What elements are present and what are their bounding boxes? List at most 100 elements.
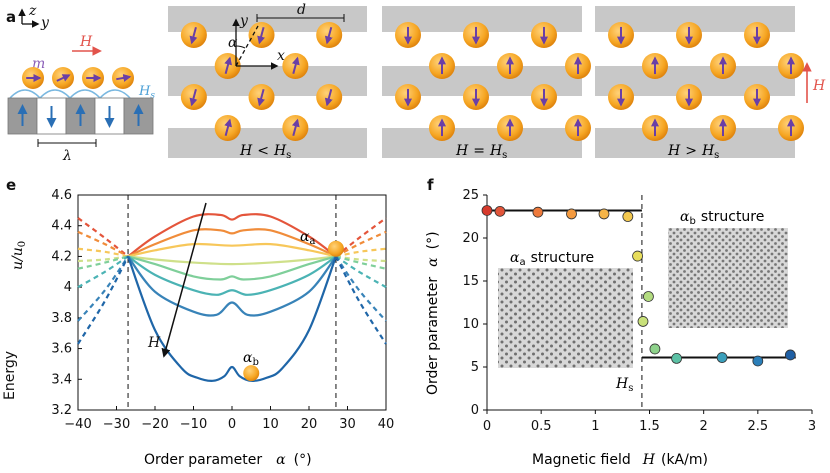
panel-e: e −40 −30 −20 −10 0 10 20 30 40 3.2 3.4 3.6 3.8 4 4.2 4… <box>2 176 394 468</box>
f-data-point <box>649 343 661 355</box>
panel-c-annotations: H = Hs <box>455 143 507 161</box>
e-ytick-label: 4.2 <box>51 249 72 264</box>
e-xtick-label: −40 <box>64 417 91 432</box>
lattice-magnet <box>282 115 309 141</box>
f-data-point <box>494 205 506 217</box>
f-xtick-label: 2.5 <box>747 419 768 434</box>
e-xtick-label: 0 <box>228 417 236 432</box>
lattice-magnet <box>429 53 455 79</box>
moment-arrow <box>189 88 198 107</box>
f-data-point <box>643 291 654 302</box>
energy-chart: −40 −30 −20 −10 0 10 20 30 40 3.2 3.4 3.6 3.8 4 4.2 4.4… <box>51 188 394 432</box>
lattice-magnet <box>395 22 421 48</box>
e-xtick-label: 40 <box>378 417 395 432</box>
lattice-magnet <box>565 115 591 141</box>
e-xtick-label: −30 <box>103 417 130 432</box>
e-xtick-label: −10 <box>180 417 207 432</box>
e-series-extension <box>77 255 129 289</box>
e-series-extension <box>335 230 387 258</box>
f-ylabel: Order parameterα(°) <box>425 231 441 395</box>
y-axis-label: y <box>40 15 50 31</box>
f-ytick-label: 10 <box>462 317 479 332</box>
e-field-label: H <box>147 335 161 351</box>
moment-arrow <box>291 56 300 75</box>
f-structure-b-label: αb structure <box>680 209 764 227</box>
e-xlabel: Order parameter α (°) <box>144 452 312 468</box>
b-caption: H < Hs <box>239 143 291 161</box>
f-data-point <box>716 352 728 363</box>
e-series-extension <box>335 255 387 289</box>
e-ytick-label: 4.4 <box>51 219 72 234</box>
lattice-magnet <box>316 22 343 48</box>
e-series-extension <box>334 255 387 345</box>
f-data-point <box>671 352 682 364</box>
e-series-extension <box>77 255 129 270</box>
e-series-extension <box>335 255 387 270</box>
f-ytick-label: 20 <box>462 231 479 246</box>
e-field-increase-arrow <box>161 202 207 358</box>
e-series-line <box>127 255 337 281</box>
e-xtick-label: 10 <box>262 417 279 432</box>
panel-b: b <box>168 6 367 158</box>
e-series-extension <box>335 255 387 263</box>
moment-arrow <box>257 88 265 107</box>
e-state-marker <box>327 240 344 257</box>
lattice-magnet <box>395 84 421 110</box>
order-parameter-chart: 0 0.5 1 1.5 2 2.5 3 0 5 10 15 20 25 <box>462 188 816 434</box>
moment-arrow <box>224 56 232 75</box>
b-angle-label: α <box>228 35 238 51</box>
f-xtick-label: 0 <box>483 419 491 434</box>
f-ytick-label: 5 <box>471 360 479 375</box>
e-series-extension <box>335 255 387 322</box>
e-series-extension <box>77 255 129 263</box>
panel-f: f 0 0.5 1 1.5 2 2.5 3 0 5 10 15 20 25 αa structure αb… <box>425 176 816 468</box>
panel-b-annotations: y x α d H < Hs <box>228 2 345 161</box>
moment-arrow <box>291 118 300 137</box>
moment-arrow <box>257 26 265 45</box>
lattice-magnet <box>214 115 241 141</box>
f-ytick-label: 0 <box>471 403 479 418</box>
e-series-extension <box>335 217 387 258</box>
e-alpha-b-label: αb <box>243 350 259 368</box>
lattice-magnet <box>744 84 770 110</box>
b-y-label: y <box>239 13 249 29</box>
z-axis-label: z <box>28 3 37 19</box>
e-xtick-label: −20 <box>141 417 168 432</box>
panel-a-magnet <box>52 67 74 89</box>
lattice-magnet <box>214 53 241 79</box>
substrate-domains <box>7 97 154 135</box>
b-spacing-label: d <box>297 2 306 18</box>
stripe-domain <box>382 128 582 158</box>
f-ytick-label: 15 <box>462 274 479 289</box>
lattice-magnet <box>282 53 309 79</box>
panel-a-magnets <box>22 67 134 89</box>
e-series-extension <box>77 255 129 322</box>
lattice-magnet <box>463 84 489 110</box>
f-data-point <box>566 208 577 220</box>
lattice-magnet <box>710 53 736 79</box>
e-xtick-label: 30 <box>339 417 356 432</box>
e-series-line <box>127 242 337 258</box>
lattice-magnet <box>248 22 275 48</box>
f-data-point <box>481 205 493 216</box>
e-state-marker <box>243 365 260 382</box>
alpha-b-structure-image <box>668 228 788 328</box>
lattice-magnet <box>744 22 770 48</box>
panel-a: a z y H m Hs λ <box>6 3 155 164</box>
stray-field-label: Hs <box>138 84 155 101</box>
f-Hs-label: Hs <box>615 376 633 394</box>
e-series-line <box>127 228 337 258</box>
f-xtick-label: 1.5 <box>639 419 660 434</box>
lattice-magnet <box>180 84 207 110</box>
stripe-domain <box>595 128 795 158</box>
f-data-point <box>632 250 643 262</box>
panel-a-magnet <box>82 67 104 89</box>
e-ytick-label: 3.4 <box>51 372 72 387</box>
c-caption: H = Hs <box>455 143 507 161</box>
stray-field-lines <box>9 89 131 99</box>
lattice-magnet <box>180 22 207 48</box>
b-lattice-direction <box>235 25 259 67</box>
lattice-magnet <box>778 115 804 141</box>
f-ytick-label: 25 <box>462 188 479 203</box>
stray-field-line <box>9 89 41 99</box>
